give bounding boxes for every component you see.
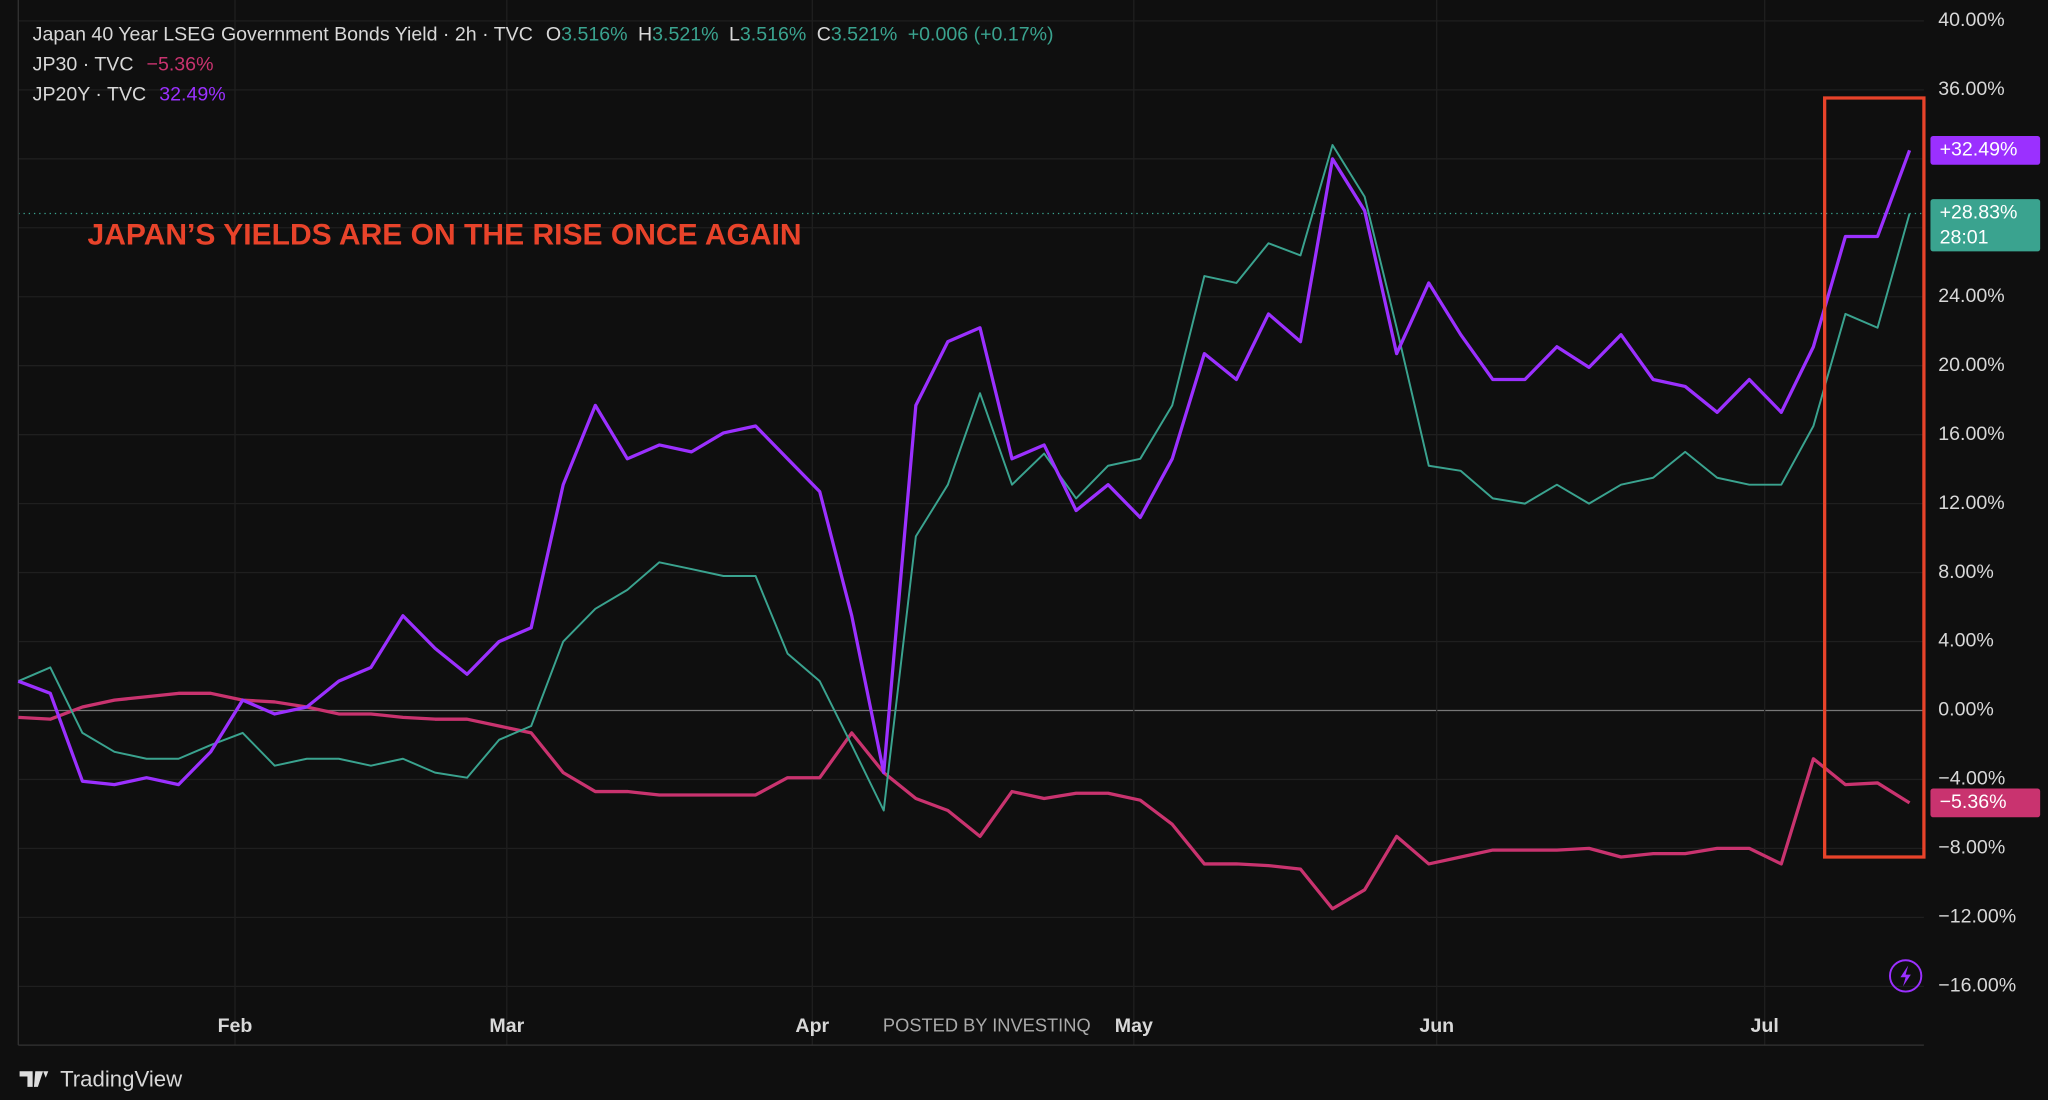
x-tick-label: Jul bbox=[1751, 1015, 1779, 1037]
series-line bbox=[18, 691, 1911, 911]
y-tick-label: 8.00% bbox=[1938, 561, 1994, 583]
legend-value: 32.49% bbox=[159, 84, 225, 106]
x-tick-label: Apr bbox=[795, 1015, 829, 1037]
grid bbox=[18, 0, 1924, 1046]
series-line bbox=[17, 144, 1911, 812]
ohlc-value: 3.516% bbox=[740, 23, 806, 45]
y-tick-label: 20.00% bbox=[1938, 354, 2004, 376]
legend-name: JP20Y · TVC bbox=[33, 84, 147, 106]
ohlc-value: 3.521% bbox=[652, 23, 718, 45]
ohlc-key: O bbox=[546, 23, 561, 45]
plot bbox=[17, 144, 1912, 911]
x-tick-label: Jun bbox=[1419, 1015, 1454, 1037]
price-tags: +28.83%28:01 −5.36% +32.49% bbox=[1930, 136, 2041, 818]
y-tick-label: −12.00% bbox=[1938, 906, 2016, 928]
legend-entry: Japan 40 Year LSEG Government Bonds Yiel… bbox=[33, 23, 1054, 45]
ohlc-value: 3.521% bbox=[831, 23, 897, 45]
price-tag bbox=[1930, 788, 2041, 818]
y-tick-label: 24.00% bbox=[1938, 285, 2004, 307]
price-tag bbox=[1930, 199, 2041, 252]
y-tick-label: 16.00% bbox=[1938, 423, 2004, 445]
brand-name: TradingView bbox=[60, 1066, 183, 1091]
ohlc-key: H bbox=[638, 23, 652, 45]
legend-name: Japan 40 Year LSEG Government Bonds Yiel… bbox=[33, 23, 533, 45]
x-tick-label: Feb bbox=[218, 1015, 253, 1037]
annotation: JAPAN’S YIELDS ARE ON THE RISE ONCE AGAI… bbox=[88, 218, 802, 251]
price-tag-label: +32.49% bbox=[1940, 139, 2018, 161]
legend-value: −5.36% bbox=[147, 53, 214, 75]
watermark: POSTED BY INVESTINQ bbox=[883, 1015, 1091, 1036]
price-tag-label: +28.83% bbox=[1940, 202, 2018, 224]
brand-logo bbox=[19, 1071, 49, 1087]
price-tag-label: −5.36% bbox=[1940, 791, 2007, 813]
y-tick-label: 12.00% bbox=[1938, 492, 2004, 514]
highlight-box bbox=[1823, 96, 1926, 859]
ohlc-key: C bbox=[817, 23, 831, 45]
y-tick-label: −4.00% bbox=[1938, 768, 2005, 790]
ohlc-value: 3.516% bbox=[561, 23, 627, 45]
lightning-button[interactable] bbox=[1888, 959, 1923, 993]
legend: Japan 40 Year LSEG Government Bonds Yiel… bbox=[33, 23, 1054, 105]
price-tag bbox=[1930, 136, 2041, 165]
brand: TradingView bbox=[19, 1066, 183, 1091]
ohlc-key: L bbox=[729, 23, 740, 45]
y-tick-label: −16.00% bbox=[1938, 975, 2016, 997]
lightning-icon[interactable] bbox=[1900, 965, 1911, 987]
change: +0.006 (+0.17%) bbox=[908, 23, 1054, 45]
y-tick-label: 4.00% bbox=[1938, 630, 1994, 652]
y-tick-label: −8.00% bbox=[1938, 837, 2005, 859]
legend-entry: JP30 · TVC −5.36% bbox=[33, 53, 214, 75]
y-tick-label: 40.00% bbox=[1938, 9, 2004, 31]
lightning-circle[interactable] bbox=[1888, 959, 1923, 993]
x-tick-label: May bbox=[1115, 1015, 1153, 1037]
countdown: 28:01 bbox=[1940, 226, 1989, 248]
y-tick-label: 0.00% bbox=[1938, 699, 1994, 721]
x-tick-label: Mar bbox=[489, 1015, 524, 1037]
legend-entry: JP20Y · TVC 32.49% bbox=[33, 84, 226, 106]
y-tick-label: 36.00% bbox=[1938, 78, 2004, 100]
series-line bbox=[17, 149, 1912, 787]
legend-name: JP30 · TVC bbox=[33, 53, 134, 75]
